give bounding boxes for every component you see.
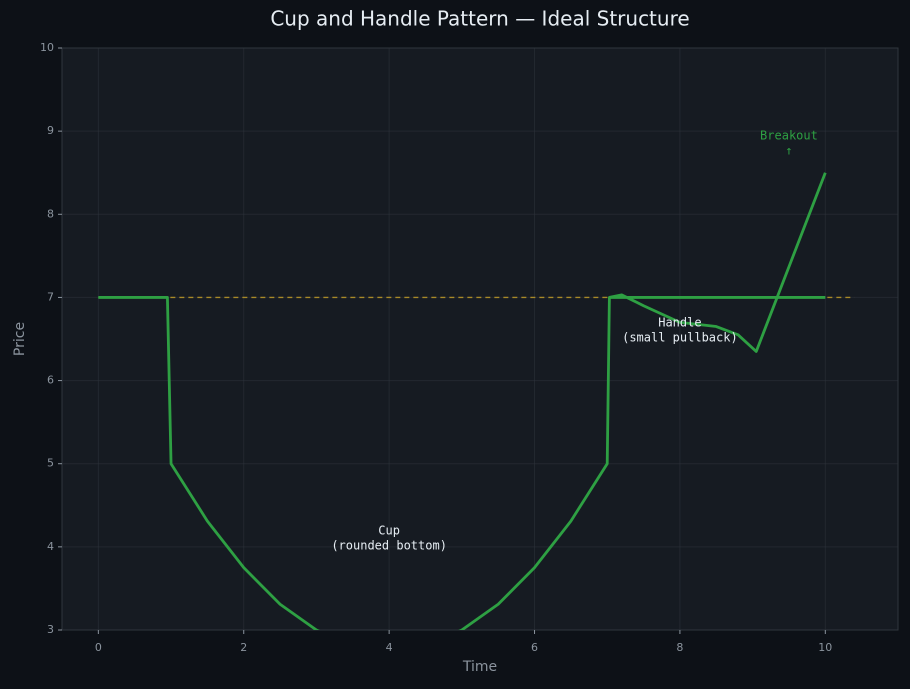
y-tick-label: 5	[47, 457, 54, 470]
x-tick-label: 2	[240, 641, 247, 654]
y-tick-label: 9	[47, 124, 54, 137]
y-tick-label: 6	[47, 374, 54, 387]
annotation: Handle	[658, 316, 701, 330]
price-line	[98, 172, 827, 630]
plot-area	[61, 47, 899, 631]
annotation: (rounded bottom)	[331, 539, 447, 553]
x-tick-label: 6	[531, 641, 538, 654]
x-tick-label: 10	[818, 641, 832, 654]
plot-layer	[98, 172, 855, 630]
annotation: ↑	[785, 144, 792, 158]
annotation: Breakout	[760, 129, 818, 143]
x-tick-label: 8	[676, 641, 683, 654]
y-tick-label: 3	[47, 623, 54, 636]
y-tick-label: 10	[40, 41, 54, 54]
annotation: Cup	[378, 524, 400, 538]
annotation: (small pullback)	[622, 331, 738, 345]
y-tick-label: 4	[47, 540, 54, 553]
y-tick-label: 7	[47, 290, 54, 303]
x-axis-label: Time	[462, 659, 497, 675]
chart-title: Cup and Handle Pattern — Ideal Structure	[270, 7, 689, 31]
x-tick-label: 0	[95, 641, 102, 654]
x-tick-label: 4	[386, 641, 393, 654]
y-axis-label: Price	[12, 322, 28, 356]
y-tick-label: 8	[47, 207, 54, 220]
